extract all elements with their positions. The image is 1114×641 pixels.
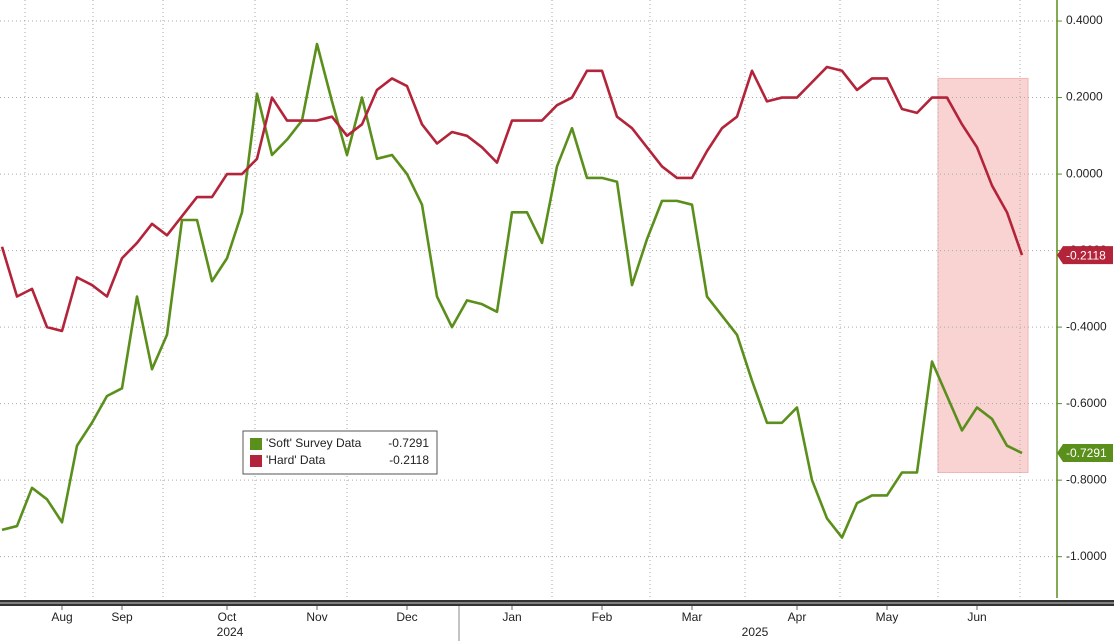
series-line [0,65,1024,333]
x-tick-label: Dec [396,610,417,624]
x-tick-label: Nov [306,610,327,624]
x-tick-label: May [876,610,899,624]
x-tick-label: Jun [967,610,986,624]
legend-value: -0.2118 [389,453,429,467]
last-value-label: -0.2118 [1066,248,1106,262]
year-label: 2025 [742,625,769,639]
legend-swatch [250,455,262,467]
x-tick-label: Oct [218,610,237,624]
y-tick-label: -0.4000 [1066,319,1107,333]
y-tick-label: 0.0000 [1066,166,1103,180]
y-tick-label: 0.2000 [1066,90,1103,104]
legend-box [242,430,438,475]
series-line [1,42,1023,539]
x-tick-label: Mar [682,610,703,624]
legend-label: 'Soft' Survey Data [266,436,362,450]
y-tick-label: -1.0000 [1066,549,1107,563]
x-tick-label: Jan [502,610,521,624]
last-value-badge [1057,246,1113,265]
y-tick-label: -0.6000 [1066,396,1107,410]
last-value-badge [1057,444,1113,463]
x-tick-label: Aug [51,610,72,624]
x-tick-label: Feb [592,610,613,624]
last-value-label: -0.7291 [1066,446,1107,460]
y-tick-label: 0.4000 [1066,13,1103,27]
legend-label: 'Hard' Data [266,453,326,467]
legend-swatch [250,438,262,450]
x-tick-label: Apr [788,610,807,624]
legend-value: -0.7291 [388,436,429,450]
year-label: 2024 [217,625,244,639]
y-tick-label: -0.8000 [1066,472,1107,486]
x-tick-label: Sep [111,610,133,624]
